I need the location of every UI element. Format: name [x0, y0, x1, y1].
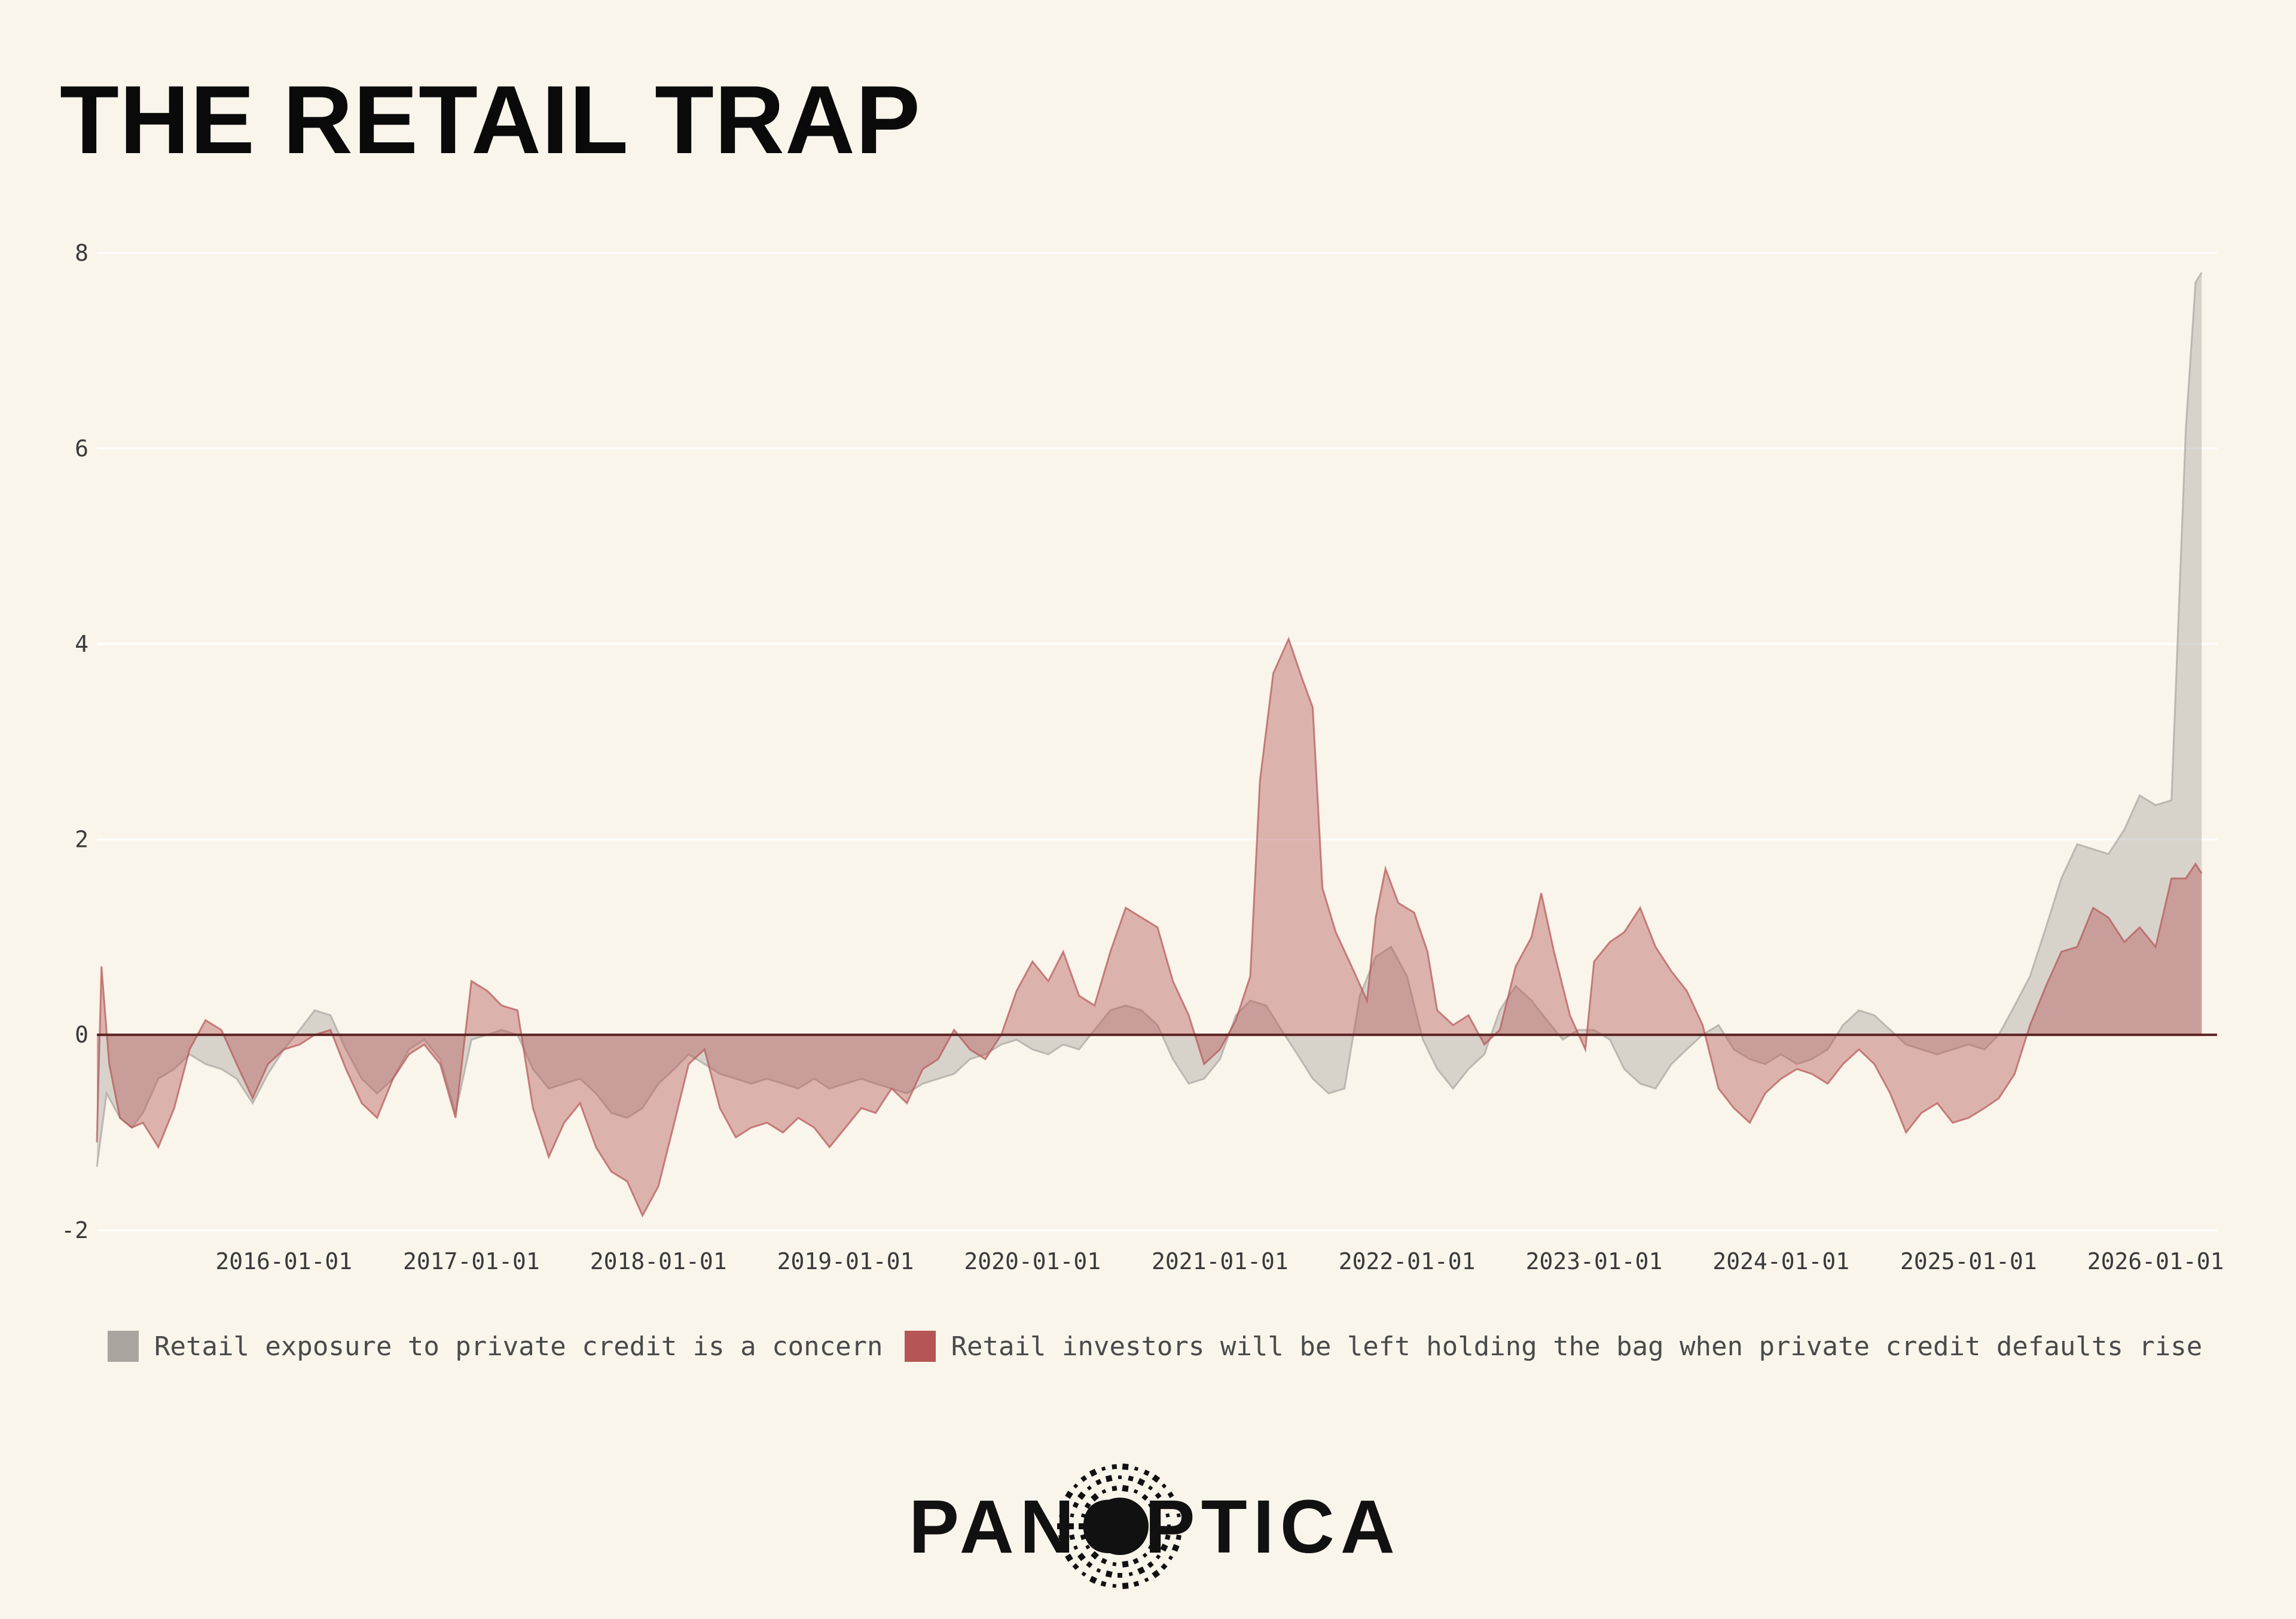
x-tick-label: 2024-01-01 — [1712, 1248, 1849, 1275]
x-tick-label: 2025-01-01 — [1900, 1248, 2037, 1275]
series-line-0 — [96, 272, 2203, 1167]
y-tick-label: 4 — [75, 631, 88, 657]
x-tick-label: 2017-01-01 — [403, 1248, 540, 1275]
x-tick-label: 2023-01-01 — [1526, 1248, 1663, 1275]
logo-eye-icon — [1057, 1463, 1181, 1590]
x-tick-label: 2026-01-01 — [2087, 1248, 2224, 1275]
x-tick-label: 2019-01-01 — [777, 1248, 914, 1275]
chart-title: THE RETAIL TRAP — [60, 66, 921, 174]
x-axis-ticks: 2016-01-01 2017-01-01 2018-01-01 2019-01-01… — [215, 1248, 2224, 1275]
x-tick-label: 2021-01-01 — [1152, 1248, 1289, 1275]
x-tick-label: 2016-01-01 — [215, 1248, 352, 1275]
series-area-1 — [97, 639, 2202, 1216]
y-axis-ticks: -2 0 2 4 6 8 — [61, 240, 88, 1243]
panoptica-logo: PANOPTICA — [909, 1453, 1401, 1609]
legend-swatch-gray — [108, 1331, 139, 1362]
y-tick-label: 6 — [75, 435, 88, 462]
legend: Retail exposure to private credit is a c… — [108, 1331, 2224, 1362]
y-tick-label: 0 — [75, 1022, 88, 1048]
legend-item-red[interactable]: Retail investors will be left holding th… — [904, 1331, 2203, 1362]
y-tick-label: -2 — [61, 1217, 88, 1243]
x-tick-label: 2018-01-01 — [590, 1248, 727, 1275]
x-tick-label: 2022-01-01 — [1339, 1248, 1476, 1275]
legend-label-gray: Retail exposure to private credit is a c… — [154, 1331, 883, 1362]
legend-swatch-red — [904, 1331, 936, 1362]
x-tick-label: 2020-01-01 — [964, 1248, 1101, 1275]
series-line-1 — [96, 636, 2203, 1218]
y-tick-label: 2 — [75, 826, 88, 852]
series-areas — [96, 272, 2203, 1218]
y-tick-label: 8 — [75, 240, 88, 266]
legend-item-gray[interactable]: Retail exposure to private credit is a c… — [108, 1331, 883, 1362]
logo-wordmark: PANOPTICA — [909, 1484, 1401, 1569]
legend-label-red: Retail investors will be left holding th… — [951, 1331, 2203, 1362]
